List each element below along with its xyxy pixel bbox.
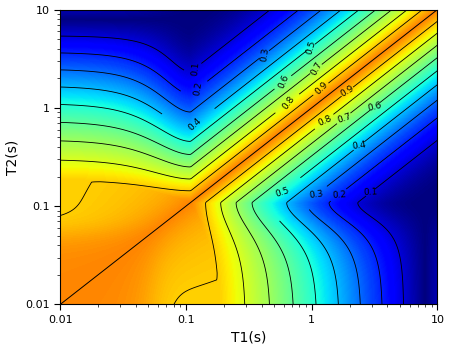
Text: 0.3: 0.3 bbox=[309, 189, 324, 200]
Text: 0.6: 0.6 bbox=[277, 74, 290, 90]
Text: 0.8: 0.8 bbox=[281, 94, 297, 111]
Text: 0.1: 0.1 bbox=[363, 188, 378, 197]
Text: 0.3: 0.3 bbox=[259, 47, 270, 62]
Text: 0.8: 0.8 bbox=[316, 114, 333, 128]
Text: 0.4: 0.4 bbox=[351, 140, 367, 151]
Text: 0.1: 0.1 bbox=[190, 61, 200, 76]
Y-axis label: T2(s): T2(s) bbox=[5, 139, 19, 175]
Text: 0.9: 0.9 bbox=[313, 80, 329, 97]
Text: 0.6: 0.6 bbox=[366, 101, 382, 113]
Text: 0.9: 0.9 bbox=[339, 84, 356, 99]
Text: 0.7: 0.7 bbox=[309, 60, 324, 77]
Text: 0.5: 0.5 bbox=[274, 186, 290, 198]
Text: 0.4: 0.4 bbox=[187, 116, 203, 132]
Text: 0.7: 0.7 bbox=[336, 112, 352, 125]
Text: 0.2: 0.2 bbox=[332, 190, 346, 200]
X-axis label: T1(s): T1(s) bbox=[231, 330, 266, 344]
Text: 0.2: 0.2 bbox=[192, 81, 203, 97]
Text: 0.5: 0.5 bbox=[305, 39, 318, 55]
